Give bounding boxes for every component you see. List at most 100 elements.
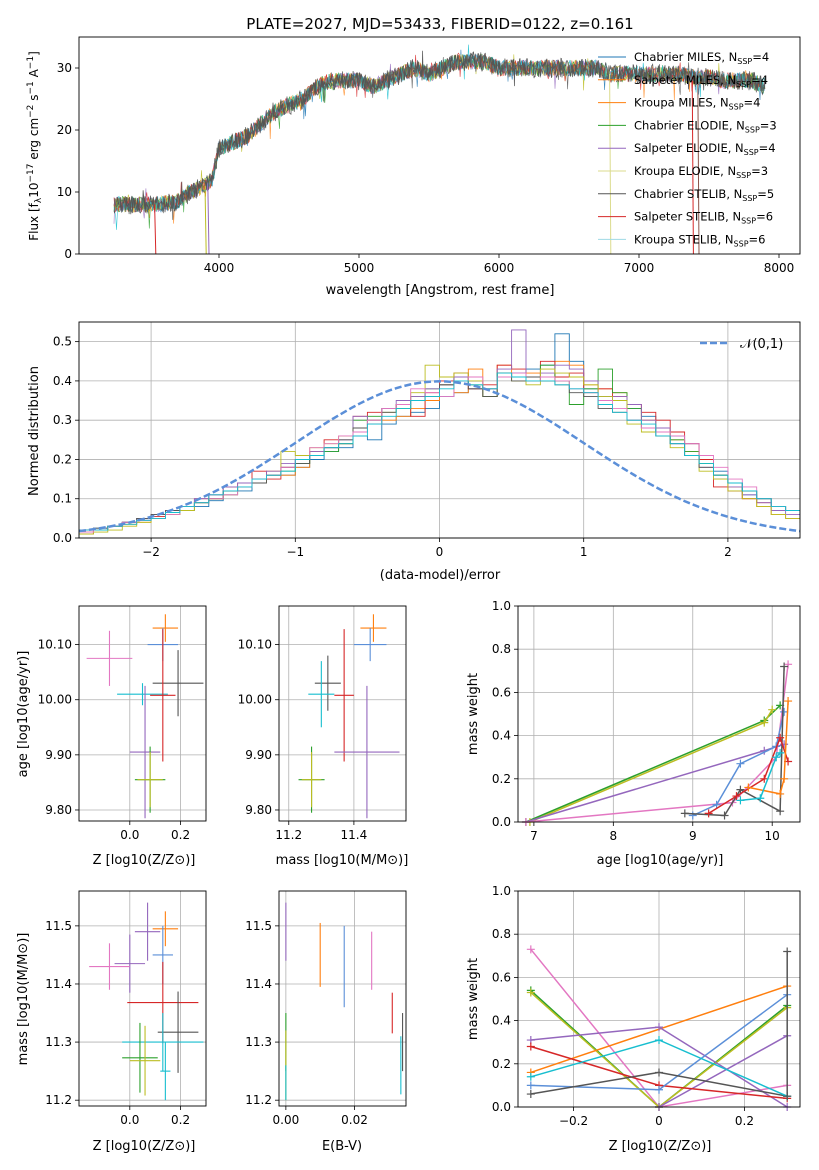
- weight-point-marker: [680, 809, 689, 818]
- spectrum-title: PLATE=2027, MJD=53433, FIBERID=0122, z=0…: [246, 15, 633, 33]
- y-tick-label: 20: [57, 123, 72, 137]
- y-tick-label: 0.0: [53, 531, 72, 545]
- x-tick-label: 0.0: [120, 828, 139, 842]
- errorbar-plot-area: [86, 614, 204, 819]
- axes-frame: [78, 321, 801, 539]
- spectrum-cutoff-line: [697, 77, 700, 254]
- mass-age-x-label: mass [log10(M/M⊙)]: [276, 853, 409, 868]
- y-tick-label: 11.4: [45, 977, 72, 991]
- y-tick-label: 0.4: [53, 374, 72, 388]
- x-tick-label: 0.00: [273, 1113, 300, 1127]
- weight-point-marker: [655, 1023, 663, 1032]
- weight-point-marker: [736, 759, 745, 768]
- weight-point-marker: [526, 1090, 535, 1099]
- errorbar-plot-area: [285, 902, 404, 1101]
- z-weight-y-label: mass weight: [466, 958, 481, 1040]
- weight-point-marker: [776, 789, 785, 798]
- y-tick-label: 9.90: [245, 748, 272, 762]
- z-age-panel: 0.0 0.2 9.80 9.90 10.00 10.10 Z [log10(Z/Z⊙)]…: [16, 605, 207, 868]
- x-tick-label: 0: [436, 545, 444, 559]
- axes-frame: [517, 890, 801, 1108]
- ebv-mass-x-label: E(B-V): [322, 1139, 362, 1154]
- x-tick-label: 0.2: [735, 1114, 754, 1128]
- y-tick-label: 0.4: [492, 729, 511, 743]
- spectrum-data-line: [113, 50, 766, 220]
- x-tick-label: 2: [724, 545, 732, 559]
- legend-entry: Salpeter ELODIE, NSSP=4: [634, 141, 776, 157]
- y-tick-label: 30: [57, 61, 72, 75]
- y-tick-label: 1.0: [492, 884, 511, 898]
- weight-point-marker: [760, 774, 769, 783]
- x-tick-label: 1: [580, 545, 588, 559]
- weight-point-marker: [688, 811, 697, 820]
- weight-series-line: [748, 700, 789, 795]
- ebv-mass-panel: 0.00 0.02 11.2 11.3 11.4 11.5 E(B-V): [245, 890, 407, 1154]
- weight-series-line: [708, 735, 789, 815]
- weight-point-marker: [736, 785, 745, 794]
- weight-point-marker: [526, 1081, 535, 1090]
- weight-point-marker: [720, 811, 729, 820]
- legend-entry: Kroupa ELODIE, NSSP=3: [634, 164, 768, 180]
- y-tick-label: 11.4: [245, 977, 272, 991]
- weight-point-marker: [655, 1068, 663, 1077]
- spectrum-panel: PLATE=2027, MJD=53433, FIBERID=0122, z=0…: [26, 15, 801, 298]
- mass-age-panel: 11.2 11.4 9.80 9.90 10.00 10.10 mass [log10(M…: [238, 605, 409, 868]
- weight-point-marker: [655, 1085, 663, 1094]
- x-tick-label: 7000: [624, 261, 655, 275]
- weight-point-marker: [780, 774, 789, 783]
- y-tick-label: 10.00: [38, 693, 72, 707]
- y-tick-label: 0: [64, 247, 72, 261]
- weight-point-marker: [783, 1092, 792, 1101]
- weight-point-marker: [744, 783, 753, 792]
- weight-point-marker: [784, 660, 793, 669]
- residual-plot-area: [79, 329, 800, 538]
- x-tick-label: −0.2: [559, 1114, 588, 1128]
- legend-entry: Kroupa MILES, NSSP=4: [634, 96, 760, 112]
- weight-series-line: [740, 752, 781, 802]
- y-tick-label: 0.0: [492, 815, 511, 829]
- errorbar-plot-area: [89, 902, 204, 1101]
- legend-entry: Kroupa STELIB, NSSP=6: [634, 232, 765, 248]
- y-tick-label: 1.0: [492, 599, 511, 613]
- weight-point-marker: [526, 1072, 535, 1081]
- spectrum-cutoff-line: [609, 73, 612, 254]
- y-tick-label: 11.3: [245, 1035, 272, 1049]
- weight-point-marker: [655, 1036, 663, 1045]
- line-plot-area: [521, 660, 793, 826]
- spectrum-cutoff-line: [154, 204, 157, 254]
- y-tick-label: 0.6: [492, 685, 511, 699]
- line-plot-area: [526, 945, 792, 1111]
- y-tick-label: 0.8: [492, 927, 511, 941]
- z-mass-x-label: Z [log10(Z/Z⊙)]: [93, 1139, 196, 1154]
- spectrum-plot-area: [113, 44, 766, 254]
- spectrum-cutoff-line: [207, 183, 210, 254]
- weight-series-line: [658, 1035, 788, 1108]
- spectrum-y-label: Flux [fλ10−17 erg cm−2 s−1 A−1]: [26, 51, 44, 241]
- weight-point-marker: [783, 947, 792, 956]
- z-mass-panel: 0.0 0.2 11.2 11.3 11.4 11.5 Z [log10(Z/Z⊙)] m…: [16, 890, 207, 1154]
- gaussian-legend-label: 𝒩(0,1): [740, 337, 783, 352]
- x-tick-label: 0.0: [120, 1113, 139, 1127]
- y-tick-label: 10.10: [38, 638, 72, 652]
- x-tick-label: 4000: [204, 261, 235, 275]
- weight-point-marker: [736, 796, 745, 805]
- axes-frame: [278, 890, 407, 1107]
- y-tick-label: 0.1: [53, 492, 72, 506]
- x-tick-label: −1: [286, 545, 304, 559]
- y-tick-label: 10: [57, 185, 72, 199]
- x-tick-label: 5000: [344, 261, 375, 275]
- z-mass-y-label: mass [log10(M/M⊙)]: [16, 933, 31, 1066]
- y-tick-label: 9.90: [45, 748, 72, 762]
- axes-frame: [78, 36, 801, 255]
- y-tick-label: 0.2: [53, 452, 72, 466]
- y-tick-label: 0.2: [492, 1057, 511, 1071]
- x-tick-label: 10: [765, 829, 780, 843]
- age-weight-y-label: mass weight: [466, 673, 481, 755]
- residual-histogram: [79, 364, 800, 538]
- y-tick-label: 0.6: [492, 970, 511, 984]
- spectrum-cutoff-line: [691, 76, 694, 254]
- weight-point-marker: [760, 718, 769, 727]
- legend-entry: Chabrier MILES, NSSP=4: [634, 50, 769, 66]
- weight-point-marker: [712, 800, 721, 809]
